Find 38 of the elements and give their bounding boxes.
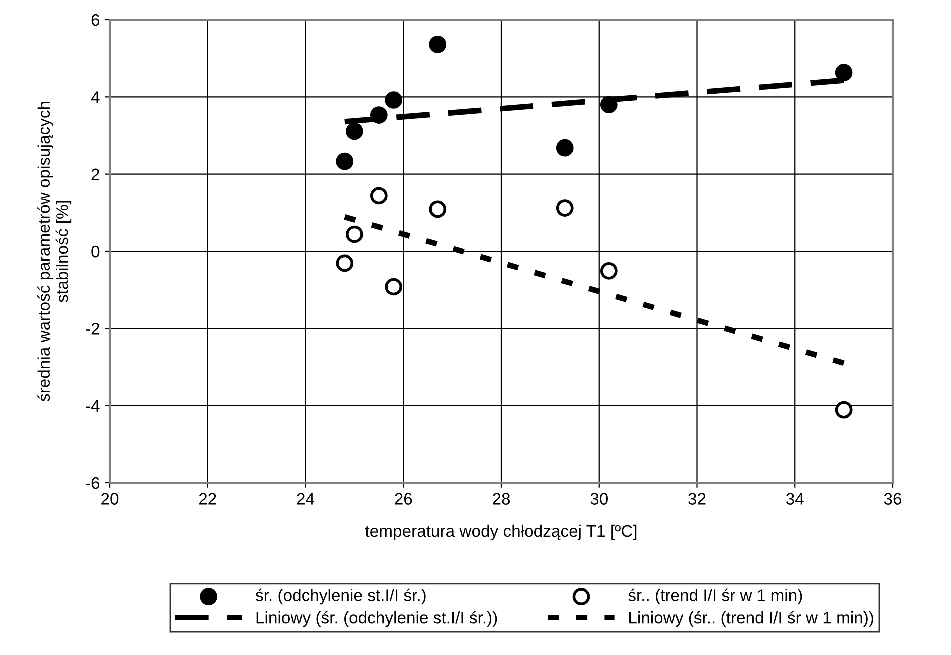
y-tick-label: 0 (92, 246, 100, 258)
point (385, 278, 403, 296)
legend-label: śr. (odchylenie st.I/I śr.) (256, 588, 426, 605)
legend-label: śr.. (trend I/I śr w 1 min) (628, 588, 802, 605)
point (370, 106, 388, 124)
y-tick-label: 2 (92, 168, 100, 180)
point (346, 226, 364, 244)
x-tick-label: 24 (297, 493, 315, 505)
y-tick-label: 6 (92, 14, 100, 26)
point (835, 401, 853, 419)
y-tick-label: 4 (91, 92, 100, 104)
legend-label: Liniowy (śr. (odchylenie st.I/I śr.)) (256, 611, 498, 628)
point (429, 36, 447, 54)
point (346, 122, 364, 140)
point (336, 152, 354, 170)
x-axis-title: temperatura wody chłodzącej T1 [ºC] (365, 524, 637, 540)
point (556, 139, 574, 157)
point (600, 96, 618, 114)
point (600, 262, 618, 280)
point (336, 254, 354, 272)
point (835, 64, 853, 82)
y-tick-label: -2 (86, 323, 100, 335)
legend-label: Liniowy (śr.. (trend I/I śr w 1 min)) (630, 611, 874, 628)
x-tick-label: 34 (786, 493, 804, 505)
point (429, 200, 447, 218)
point (385, 92, 403, 109)
y-axis-title: średnia wartość parametrów opisujących stabilność [%] (38, 102, 72, 402)
x-tick-label: 32 (688, 493, 706, 505)
x-tick-label: 28 (493, 493, 510, 505)
point (556, 200, 574, 217)
x-tick-label: 36 (884, 493, 902, 505)
x-tick-label: 30 (590, 493, 608, 505)
y-tick-label: -6 (86, 477, 100, 490)
y-tick-label: -4 (86, 400, 100, 412)
point (370, 187, 388, 205)
x-tick-label: 22 (199, 493, 216, 505)
x-tick-label: 26 (395, 493, 412, 505)
x-tick-label: 20 (102, 493, 119, 505)
